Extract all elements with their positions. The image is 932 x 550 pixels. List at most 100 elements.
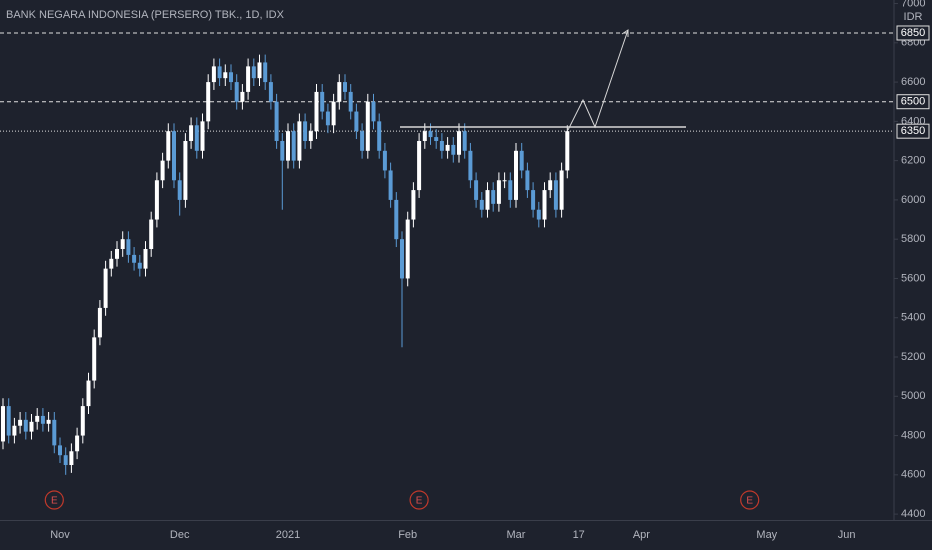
- y-tick-label: 5200: [901, 351, 925, 363]
- earnings-marker: [409, 490, 429, 510]
- candle-body: [143, 249, 148, 269]
- price-level-label: 6850: [901, 27, 925, 39]
- candle-body: [1, 406, 5, 442]
- candle-body: [382, 150, 387, 171]
- candle-body: [172, 131, 176, 181]
- candle-body: [451, 144, 456, 155]
- candle-body: [291, 131, 296, 161]
- candle-body: [35, 415, 40, 422]
- candle-body: [445, 144, 450, 151]
- earnings-label: E: [51, 496, 58, 507]
- candle-body: [132, 254, 137, 263]
- candle-body: [508, 180, 513, 200]
- candle-body: [280, 140, 285, 161]
- candle-body: [325, 111, 330, 126]
- candle-body: [348, 91, 353, 112]
- earnings-label: E: [416, 496, 423, 507]
- candle-body: [320, 91, 325, 112]
- candle-body: [211, 66, 216, 83]
- candle-body: [46, 419, 51, 424]
- candle-body: [405, 219, 410, 279]
- candle-body: [160, 160, 165, 181]
- candle-body: [109, 258, 114, 269]
- candle-body: [531, 190, 536, 210]
- candle-body: [519, 150, 524, 171]
- candle-body: [234, 82, 239, 102]
- candle-body: [491, 190, 496, 204]
- candle-body: [263, 62, 268, 83]
- candle-body: [297, 121, 302, 161]
- candle-body: [12, 425, 17, 436]
- candle-body: [439, 140, 444, 151]
- candle-body: [417, 140, 422, 191]
- price-level-box: [896, 94, 930, 110]
- candle-body: [548, 180, 553, 191]
- x-tick-label: Jun: [838, 529, 856, 541]
- candle-body: [166, 131, 171, 161]
- x-tick-label: Mar: [507, 529, 526, 541]
- candle-body: [553, 180, 558, 210]
- candle-body: [542, 190, 547, 220]
- candle-body: [223, 72, 228, 79]
- candle-body: [240, 91, 245, 102]
- currency-label: IDR: [904, 11, 923, 23]
- candle-body: [206, 82, 211, 122]
- y-tick-label: 4400: [901, 508, 925, 520]
- candle-body: [457, 131, 461, 155]
- projection-arrowhead: [621, 29, 629, 37]
- chart-title: BANK NEGARA INDONESIA (PERSERO) TBK., 1D…: [6, 9, 285, 21]
- candle-body: [394, 199, 399, 240]
- candle-body: [194, 125, 199, 151]
- candle-body: [29, 421, 34, 432]
- projection-path: [567, 29, 629, 131]
- candle-body: [23, 419, 28, 432]
- candle-body: [69, 451, 74, 466]
- y-tick-label: 5400: [901, 312, 925, 324]
- candle-body: [525, 170, 530, 191]
- y-tick-label: 4600: [901, 469, 925, 481]
- y-tick-label: 5800: [901, 233, 925, 245]
- candle-body: [485, 190, 490, 210]
- price-level-label: 6500: [901, 96, 925, 108]
- candle-body: [496, 180, 501, 204]
- axes: 4400 4600 4800 5000 5200 5400 5600 5800 6000 6200…: [50, 0, 930, 541]
- candle-body: [388, 170, 393, 200]
- earnings-marker: [44, 490, 64, 510]
- candle-body: [422, 131, 427, 141]
- candle-body: [354, 111, 359, 132]
- candle-body: [502, 180, 507, 182]
- candle-body: [400, 239, 404, 279]
- candle-body: [377, 121, 382, 151]
- candle-body: [189, 125, 194, 141]
- candle-body: [120, 239, 125, 250]
- x-tick-label: Feb: [398, 529, 417, 541]
- candle-body: [6, 406, 11, 436]
- candle-body: [365, 101, 370, 151]
- candle-body: [286, 131, 290, 161]
- y-tick-label: 5600: [901, 272, 925, 284]
- candle-body: [343, 82, 347, 92]
- candle-body: [80, 406, 85, 436]
- candle-body: [246, 66, 251, 92]
- candle-body: [149, 219, 154, 250]
- candle-body: [137, 262, 142, 269]
- x-tick-label: 2021: [276, 529, 300, 541]
- candle-body: [177, 180, 182, 200]
- candle-body: [268, 82, 273, 102]
- candle-body: [514, 150, 518, 200]
- candle-body: [229, 72, 233, 83]
- candle-body: [97, 307, 102, 338]
- candle-body: [428, 131, 433, 138]
- y-tick-label: 7000: [901, 0, 925, 9]
- candle-body: [331, 101, 336, 126]
- candle-body: [479, 199, 484, 210]
- x-tick-label: Dec: [170, 529, 190, 541]
- x-tick-label: 17: [573, 529, 585, 541]
- price-level-label: 6350: [901, 125, 925, 137]
- candle-body: [411, 190, 416, 220]
- candle-body: [63, 455, 68, 466]
- earnings-label: E: [746, 496, 753, 507]
- candle-body: [40, 415, 45, 424]
- y-tick-label: 5000: [901, 390, 925, 402]
